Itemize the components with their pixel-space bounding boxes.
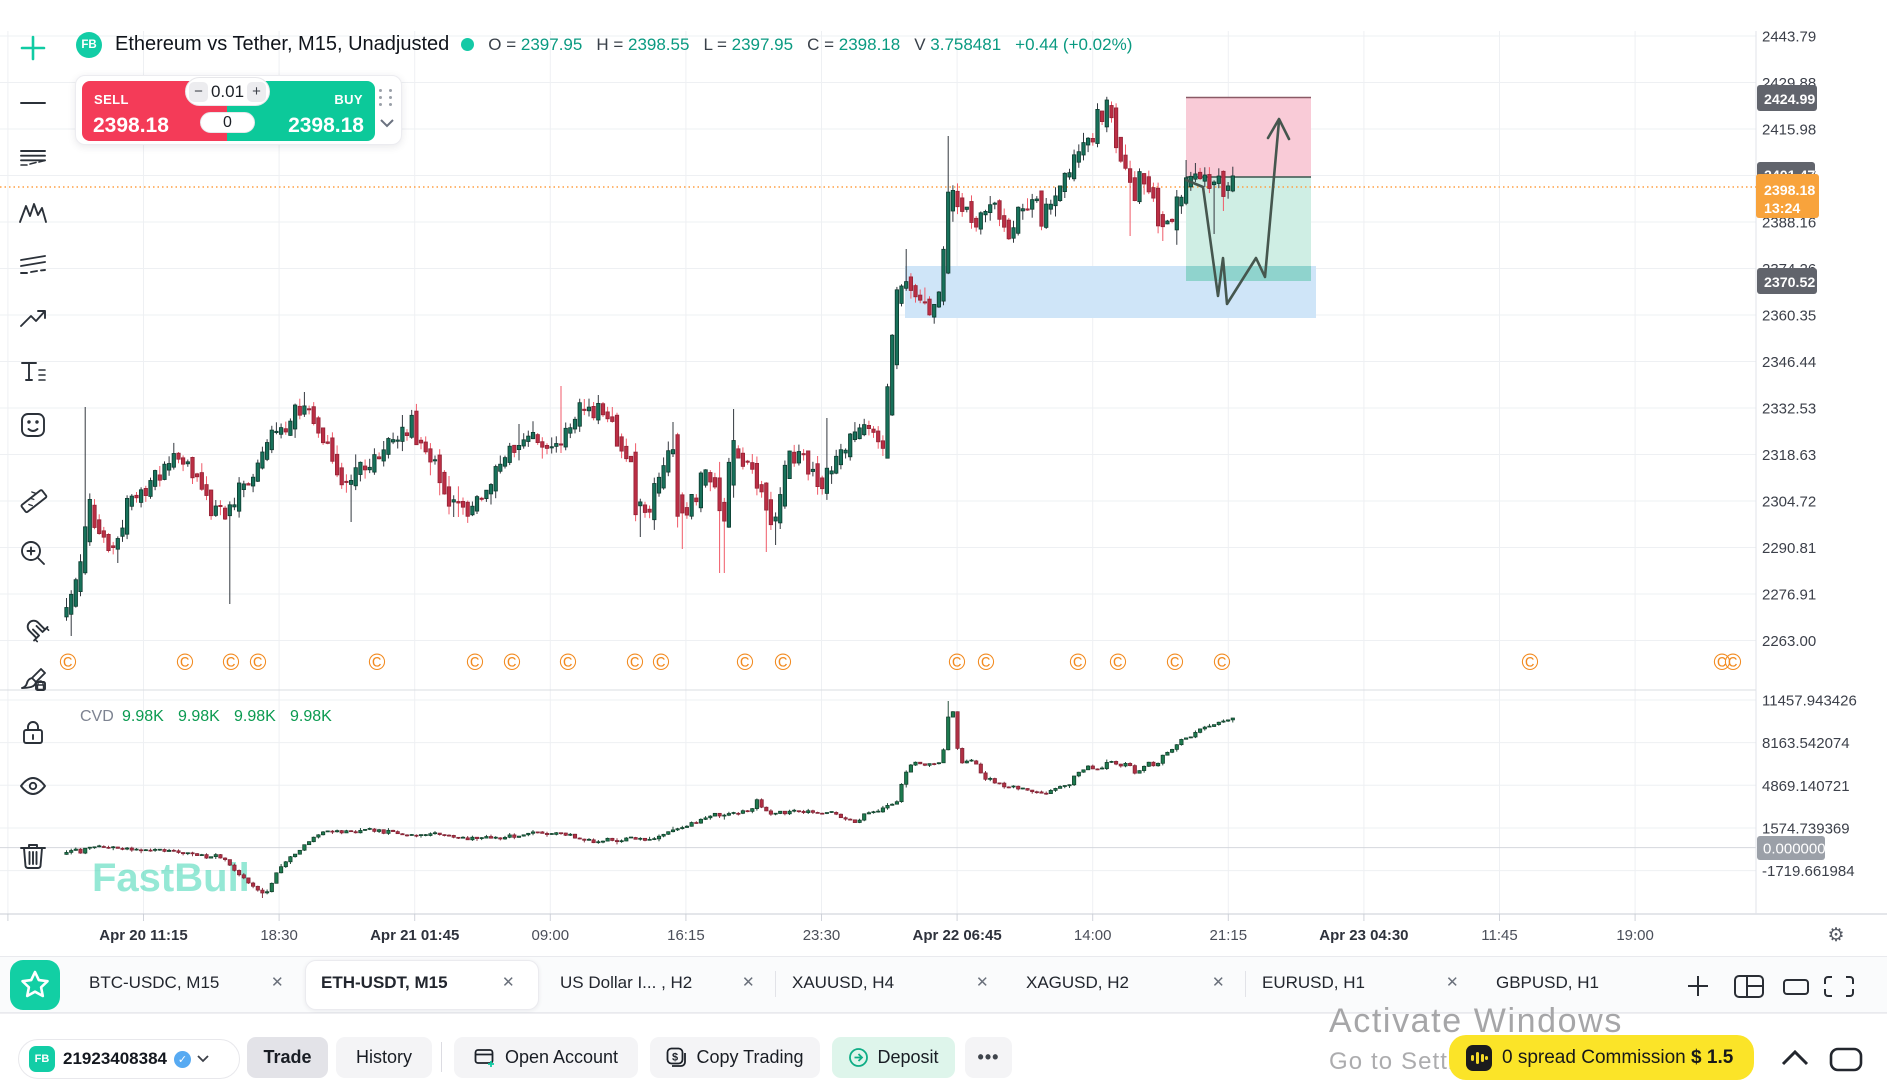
svg-text:14:00: 14:00 [1074, 927, 1112, 944]
svg-text:4869.140721: 4869.140721 [1762, 778, 1850, 795]
svg-text:Apr 22 06:45: Apr 22 06:45 [912, 927, 1001, 944]
svg-text:©: © [1714, 649, 1731, 675]
svg-text:©: © [504, 649, 521, 675]
svg-text:13:24: 13:24 [1764, 201, 1800, 217]
svg-text:11457.943426: 11457.943426 [1762, 693, 1857, 710]
svg-text:-1719.661984: -1719.661984 [1762, 863, 1855, 880]
svg-text:©: © [775, 649, 792, 675]
svg-text:©: © [1214, 649, 1231, 675]
svg-text:©: © [1110, 649, 1127, 675]
svg-text:9.98K: 9.98K [234, 708, 276, 725]
svg-text:9.98K: 9.98K [290, 708, 332, 725]
svg-text:©: © [978, 649, 995, 675]
svg-text:2424.99: 2424.99 [1764, 92, 1815, 108]
svg-text:©: © [369, 649, 386, 675]
svg-text:©: © [1725, 649, 1742, 675]
svg-text:21:15: 21:15 [1210, 927, 1248, 944]
svg-text:19:00: 19:00 [1616, 927, 1654, 944]
svg-text:©: © [560, 649, 577, 675]
svg-text:©: © [467, 649, 484, 675]
svg-text:©: © [1522, 649, 1539, 675]
svg-text:2370.52: 2370.52 [1764, 275, 1815, 291]
svg-text:⚙: ⚙ [1827, 925, 1844, 946]
svg-text:©: © [60, 649, 77, 675]
svg-text:11:45: 11:45 [1481, 927, 1517, 944]
svg-text:2318.63: 2318.63 [1762, 447, 1816, 464]
svg-text:2346.44: 2346.44 [1762, 354, 1816, 371]
svg-text:©: © [177, 649, 194, 675]
svg-text:©: © [223, 649, 240, 675]
svg-text:1574.739369: 1574.739369 [1762, 821, 1850, 838]
svg-text:9.98K: 9.98K [178, 708, 220, 725]
svg-text:©: © [737, 649, 754, 675]
svg-text:©: © [250, 649, 267, 675]
svg-text:CVD: CVD [80, 708, 114, 725]
svg-text:©: © [949, 649, 966, 675]
svg-text:18:30: 18:30 [260, 927, 298, 944]
svg-text:8163.542074: 8163.542074 [1762, 735, 1850, 752]
svg-text:2304.72: 2304.72 [1762, 494, 1816, 511]
svg-text:$: $ [672, 1052, 678, 1064]
svg-text:2290.81: 2290.81 [1762, 540, 1816, 557]
svg-text:16:15: 16:15 [667, 927, 705, 944]
svg-text:2443.79: 2443.79 [1762, 29, 1816, 46]
svg-text:2360.35: 2360.35 [1762, 308, 1816, 325]
svg-text:9.98K: 9.98K [122, 708, 164, 725]
svg-text:©: © [1167, 649, 1184, 675]
svg-text:Apr 21 01:45: Apr 21 01:45 [370, 927, 459, 944]
svg-text:23:30: 23:30 [803, 927, 841, 944]
svg-text:2332.53: 2332.53 [1762, 401, 1816, 418]
svg-text:2276.91: 2276.91 [1762, 587, 1816, 604]
svg-text:©: © [653, 649, 670, 675]
svg-text:Apr 20 11:15: Apr 20 11:15 [99, 927, 187, 944]
svg-text:2415.98: 2415.98 [1762, 122, 1816, 139]
svg-text:2263.00: 2263.00 [1762, 633, 1816, 650]
svg-text:Apr 23 04:30: Apr 23 04:30 [1319, 927, 1408, 944]
svg-text:0.000000: 0.000000 [1763, 841, 1826, 858]
svg-text:FastBull: FastBull [92, 856, 250, 900]
svg-text:©: © [627, 649, 644, 675]
svg-text:09:00: 09:00 [532, 927, 570, 944]
svg-text:2398.18: 2398.18 [1764, 183, 1815, 199]
svg-text:2388.16: 2388.16 [1762, 215, 1816, 232]
svg-text:©: © [1070, 649, 1087, 675]
